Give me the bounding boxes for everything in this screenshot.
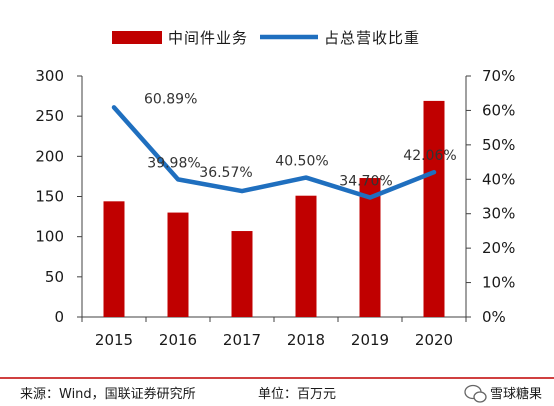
line-series <box>111 105 437 200</box>
wechat-icon <box>464 384 487 403</box>
bar-2020 <box>423 100 445 317</box>
legend: 中间件业务 占总营收比重 <box>112 29 420 47</box>
right-tick-label: 30% <box>482 205 515 223</box>
footer-source: 来源：Wind，国联证券研究所 <box>20 386 196 402</box>
bar-2016 <box>167 212 189 317</box>
bar-2018 <box>295 195 317 317</box>
bar-2017 <box>231 231 253 317</box>
x-tick-label: 2020 <box>415 331 453 349</box>
line-data-label: 36.57% <box>199 165 252 181</box>
ratio-line <box>111 105 437 200</box>
right-tick-label: 40% <box>482 170 515 188</box>
right-tick-label: 10% <box>482 274 515 292</box>
bars <box>103 100 445 317</box>
left-tick-label: 250 <box>35 107 64 125</box>
line-data-label: 42.06% <box>403 148 456 164</box>
line-data-label: 34.70% <box>339 174 392 190</box>
x-tick-label: 2019 <box>351 331 389 349</box>
legend-bar-label: 中间件业务 <box>168 29 248 47</box>
right-tick-label: 70% <box>482 67 515 85</box>
right-tick-label: 20% <box>482 239 515 257</box>
right-tick-label: 0% <box>482 308 506 326</box>
left-tick-label: 300 <box>35 67 64 85</box>
bar-2019 <box>359 178 381 317</box>
bar-2015 <box>103 201 125 317</box>
left-tick-label: 100 <box>35 228 64 246</box>
legend-bar-swatch <box>112 31 162 44</box>
x-tick-label: 2016 <box>159 331 197 349</box>
left-tick-label: 150 <box>35 188 64 206</box>
x-tick-label: 2017 <box>223 331 261 349</box>
left-axis: 0 50 100 150 200 250 300 <box>35 67 82 326</box>
footer-unit: 单位：百万元 <box>258 387 336 402</box>
watermark: 雪球糖果 <box>490 386 542 402</box>
right-tick-label: 60% <box>482 101 515 119</box>
line-data-label: 40.50% <box>275 154 328 170</box>
line-data-label: 60.89% <box>144 91 197 107</box>
right-axis: 0% 10% 20% 30% 40% 50% 60% 70% <box>466 67 515 326</box>
x-ticks: 2015 2016 2017 2018 2019 2020 <box>81 317 467 349</box>
line-data-label: 39.98% <box>147 155 200 171</box>
legend-line-label: 占总营收比重 <box>324 29 420 47</box>
right-tick-label: 50% <box>482 136 515 154</box>
left-tick-label: 0 <box>54 308 64 326</box>
left-tick-label: 50 <box>45 268 64 286</box>
footer: 来源：Wind，国联证券研究所 单位：百万元 雪球糖果 <box>0 377 554 403</box>
line-labels: 60.89% 39.98%36.57% 40.50% 34.70% 42.06% <box>144 91 457 189</box>
x-tick-label: 2018 <box>287 331 325 349</box>
left-tick-label: 200 <box>35 147 64 165</box>
x-tick-label: 2015 <box>95 331 133 349</box>
